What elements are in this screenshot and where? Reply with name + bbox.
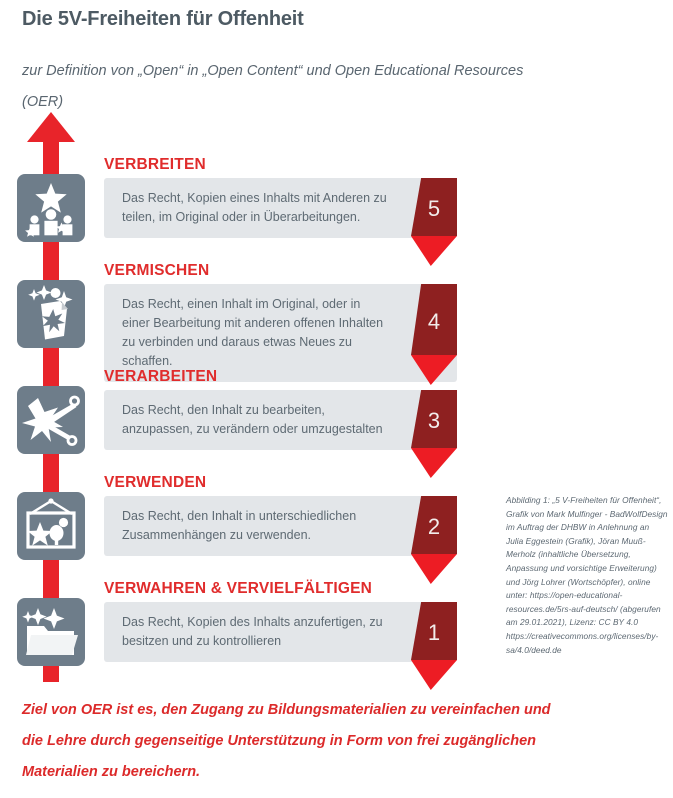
footer-statement: Ziel von OER ist es, den Zugang zu Bildu… <box>22 702 551 780</box>
figure-caption: Abbilding 1: „5 V-Freiheiten für Offenhe… <box>506 495 668 655</box>
scissors-star-icon <box>17 386 85 454</box>
folder-stars-icon <box>17 598 85 666</box>
step-row-4: VERMISCHEN Das Recht, einen Inhalt im Or… <box>0 262 500 385</box>
step-row-2: VERWENDEN Das Recht, den Inhalt in unter… <box>0 474 500 584</box>
step-text-4: Das Recht, einen Inhalt im Original, ode… <box>122 297 384 368</box>
step-text-3: Das Recht, den Inhalt zu bearbeiten, anz… <box>122 403 383 436</box>
step-card-5: Das Recht, Kopien eines Inhalts mit Ande… <box>104 178 457 238</box>
step-card-4: Das Recht, einen Inhalt im Original, ode… <box>104 284 457 382</box>
step-row-1: VERWAHREN & VERVIELFÄLTIGEN Das Recht, K… <box>0 580 500 690</box>
framed-picture-icon <box>17 492 85 560</box>
step-text-1: Das Recht, Kopien des Inhalts anzufertig… <box>122 615 383 648</box>
step-heading-1: VERWAHREN & VERVIELFÄLTIGEN <box>104 580 373 597</box>
arrow-head-icon <box>27 112 75 142</box>
step-heading-2: VERWENDEN <box>104 474 207 491</box>
ribbon-tail <box>411 660 457 690</box>
step-heading-3: VERARBEITEN <box>104 368 218 385</box>
people-star-icon <box>17 174 85 242</box>
step-heading-5: VERBREITEN <box>104 156 206 173</box>
step-text-5: Das Recht, Kopien eines Inhalts mit Ande… <box>122 191 387 224</box>
step-heading-4: VERMISCHEN <box>104 262 210 279</box>
page-title: Die 5V-Freiheiten für Offenheit <box>22 8 304 30</box>
tag-sparkle-icon <box>17 280 85 348</box>
infographic-diagram: VERBREITEN Das Recht, Kopien eines Inhal… <box>0 112 500 690</box>
step-text-2: Das Recht, den Inhalt in unterschiedlich… <box>122 509 357 542</box>
step-card-1: Das Recht, Kopien des Inhalts anzufertig… <box>104 602 457 662</box>
step-row-3: VERARBEITEN Das Recht, den Inhalt zu bea… <box>0 368 500 478</box>
step-row-5: VERBREITEN Das Recht, Kopien eines Inhal… <box>0 156 500 266</box>
page-subtitle: zur Definition von „Open“ in „Open Conte… <box>22 63 524 110</box>
step-card-3: Das Recht, den Inhalt zu bearbeiten, anz… <box>104 390 457 450</box>
step-card-2: Das Recht, den Inhalt in unterschiedlich… <box>104 496 457 556</box>
